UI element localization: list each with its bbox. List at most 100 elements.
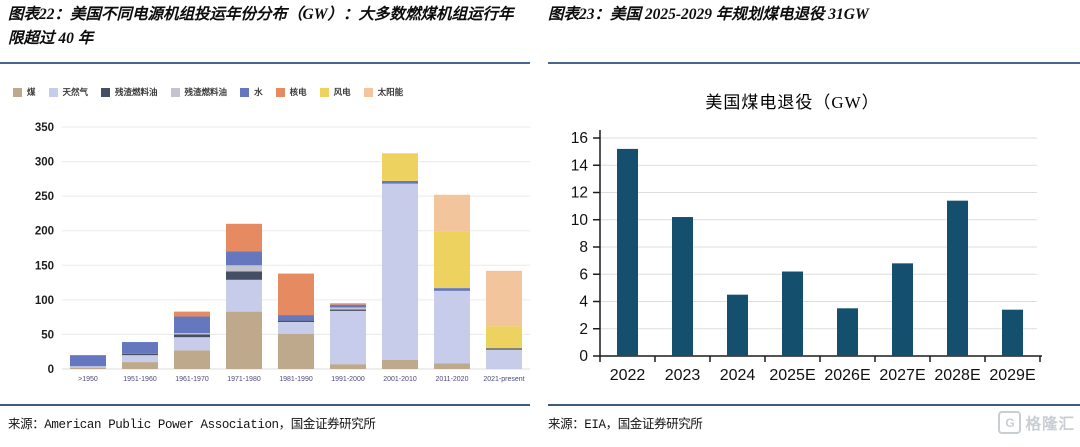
legend-swatch-icon: [363, 87, 373, 97]
legend-swatch-icon: [319, 87, 329, 97]
stacked-bar-segment: [278, 333, 314, 369]
legend-item: 残渣燃料油: [170, 86, 228, 98]
stacked-bar-segment: [486, 270, 522, 327]
figure23-title: 图表23：美国 2025-2029 年规划煤电退役 31GW: [548, 6, 869, 23]
stacked-bar-segment: [174, 334, 210, 338]
x-tick-label: 2023: [665, 367, 701, 384]
y-tick-label: 250: [35, 191, 54, 203]
legend-item: 煤: [13, 86, 36, 98]
legend-label: 水: [254, 87, 263, 97]
legend-item: 天然气: [48, 86, 89, 98]
stacked-bar-segment: [486, 326, 522, 349]
y-tick-label: 200: [35, 226, 54, 238]
legend-label: 煤: [27, 87, 36, 97]
legend-label: 天然气: [62, 87, 89, 97]
stacked-bar-segment: [330, 310, 366, 365]
stacked-bar-segment: [486, 349, 522, 369]
y-tick-label: 8: [579, 239, 588, 256]
y-tick-label: 0: [579, 348, 588, 365]
stacked-bar-segment: [226, 271, 262, 280]
stacked-bar-segment: [226, 251, 262, 266]
bar-2024: [727, 294, 748, 356]
stacked-bar-segment: [434, 194, 470, 232]
stacked-bar-segment: [278, 273, 314, 316]
legend-label: 太阳能: [377, 87, 404, 97]
stacked-bar-segment: [486, 348, 522, 350]
x-tick-label: 1981-1990: [279, 376, 313, 383]
stacked-bar-segment: [70, 355, 106, 367]
y-tick-label: 100: [35, 295, 54, 307]
bar-2025E: [782, 271, 803, 356]
y-tick-label: 10: [571, 212, 589, 229]
figure22-title: 图表22：美国不同电源机组投运年份分布（GW）：大多数燃煤机组运行年限超过 40…: [8, 6, 514, 48]
x-tick-label: 2028E: [934, 367, 980, 384]
gelonghui-logo-text: 格隆汇: [1025, 415, 1075, 433]
stacked-bar-segment: [330, 303, 366, 305]
stacked-bar-segment: [330, 307, 366, 310]
stacked-bar-segment: [174, 316, 210, 334]
figure22-bottom-rule: [0, 404, 530, 406]
legend-swatch-icon: [48, 87, 58, 97]
y-tick-label: 14: [571, 157, 589, 174]
gelonghui-watermark: G 格隆汇: [998, 411, 1075, 434]
stacked-bar-segment: [382, 183, 418, 361]
stacked-bar-segment: [278, 320, 314, 322]
legend-label: 风电: [333, 87, 351, 97]
figure22-top-rule: [0, 62, 530, 64]
bar-2026E: [837, 308, 858, 356]
x-tick-label: 2011-2020: [436, 376, 469, 383]
legend-item: 风电: [319, 86, 351, 98]
x-tick-label: 2026E: [824, 367, 870, 384]
y-tick-label: 6: [579, 266, 588, 283]
stacked-bar-segment: [434, 363, 470, 369]
figure22-panel: 图表22：美国不同电源机组投运年份分布（GW）：大多数燃煤机组运行年限超过 40…: [0, 6, 540, 432]
stacked-bar-segment: [434, 290, 470, 364]
bar-2022: [617, 148, 638, 356]
stacked-bar-segment: [434, 288, 470, 291]
stacked-bar-segment: [226, 311, 262, 369]
bar-2029E: [1002, 309, 1023, 356]
stacked-bar-segment: [330, 309, 366, 311]
y-tick-label: 12: [571, 185, 588, 202]
stacked-bar-segment: [330, 304, 366, 308]
figure23-bottom-rule: [548, 404, 1080, 406]
figure22-chart: 0 50 100 150 200 250 300 350 >1950 1951-1960 1961-…: [35, 122, 530, 383]
x-tick-label: >1950: [78, 376, 98, 383]
stacked-bar-segment: [174, 337, 210, 351]
stacked-bar-segment: [122, 362, 158, 369]
stacked-bar-segment: [226, 223, 262, 252]
figure22-legend: 煤 天然气 残渣燃料油 残渣燃料油 水 核电 风电 太阳能: [13, 86, 540, 98]
legend-item: 水: [240, 86, 263, 98]
legend-swatch-icon: [101, 87, 111, 97]
x-tick-label: 2001-2010: [383, 376, 417, 383]
x-tick-label: 2024: [720, 367, 756, 384]
y-tick-label: 350: [35, 122, 54, 134]
stacked-bar-segment: [122, 355, 158, 363]
stacked-bar-segment: [278, 321, 314, 334]
figure22-source: 来源：American Public Power Association，国金证…: [8, 418, 376, 432]
stacked-bar-segment: [174, 333, 210, 335]
stacked-bar-segment: [382, 153, 418, 181]
x-tick-label: 2029E: [989, 367, 1035, 384]
x-tick-label: 2027E: [879, 367, 925, 384]
legend-label: 核电: [289, 87, 307, 97]
bar-2027E: [892, 263, 913, 356]
x-tick-label: 2021-present: [483, 376, 524, 383]
y-tick-label: 50: [41, 329, 54, 341]
stacked-bar-segment: [174, 311, 210, 317]
bar-2023: [672, 217, 693, 356]
x-tick-label: 2025E: [769, 367, 815, 384]
y-tick-label: 300: [35, 157, 54, 169]
legend-swatch-icon: [240, 87, 250, 97]
x-tick-label: 1991-2000: [331, 376, 365, 383]
x-tick-label: 1951-1960: [123, 376, 157, 383]
x-tick-label: 1971-1980: [227, 376, 261, 383]
legend-item: 核电: [275, 86, 307, 98]
y-tick-label: 0: [48, 364, 54, 376]
legend-item: 太阳能: [363, 86, 404, 98]
legend-label: 残渣燃料油: [184, 87, 228, 97]
x-tick-label: 2022: [610, 367, 646, 384]
stacked-bar-segment: [174, 350, 210, 369]
stacked-bar-segment: [122, 353, 158, 356]
stacked-bar-segment: [278, 315, 314, 321]
